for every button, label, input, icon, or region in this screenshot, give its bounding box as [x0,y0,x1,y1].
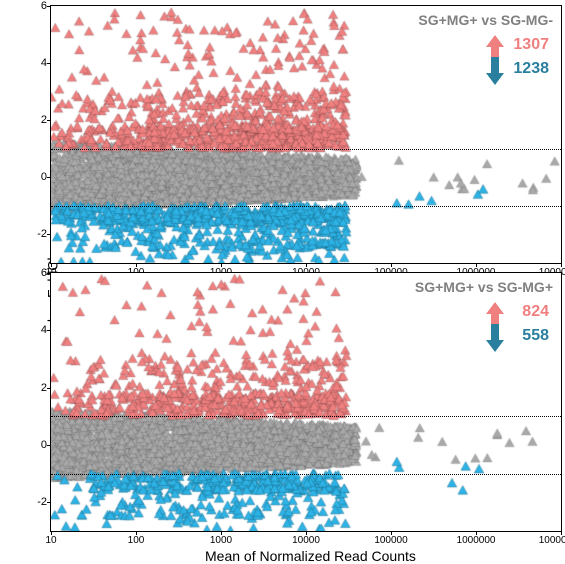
ref-line [51,474,561,475]
up-count: 1307 [513,36,549,54]
panel-title: SG+MG+ vs SG-MG- [418,12,553,28]
x-axis-label: Mean of Normalized Read Counts [205,548,416,564]
down-arrow-icon [485,323,505,353]
down-count: 1238 [513,60,549,78]
ref-line [51,206,561,207]
panel-bot: -202461010010001000010000010000001000000… [50,272,562,532]
ref-line [51,416,561,417]
up-count: 824 [522,303,549,321]
down-arrow-icon [485,56,505,86]
panel-title: SG+MG+ vs SG-MG+ [415,279,553,295]
panel-top: -202461010010001000010000010000001000000… [50,5,562,264]
ref-line [51,149,561,150]
down-count: 558 [522,327,549,345]
ma-plot-figure: log2FoldChangeMean of Normalized Read Co… [0,0,565,557]
